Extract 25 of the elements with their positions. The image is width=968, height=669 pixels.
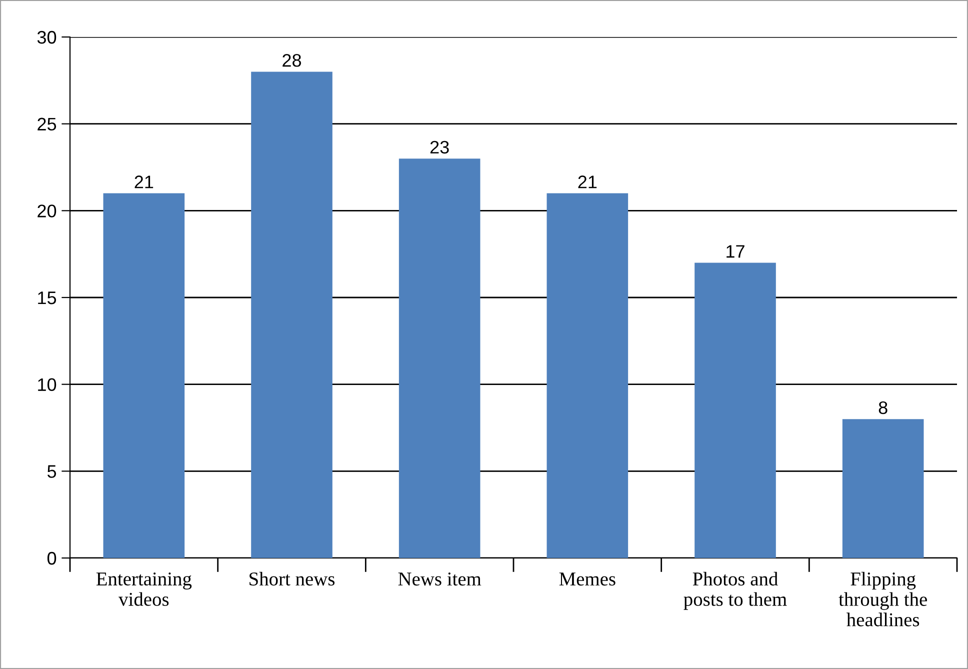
data-label: 23 <box>430 140 449 154</box>
x-tick-label: Entertaining videos <box>96 572 192 606</box>
y-tick-label: 10 <box>38 378 56 392</box>
x-tick-label: Flipping through the headlines <box>838 572 927 626</box>
bar <box>842 419 924 558</box>
x-tick-label: Short news <box>250 572 335 586</box>
bar <box>251 72 332 558</box>
bar <box>103 193 185 558</box>
x-tick-label: Memes <box>559 572 616 586</box>
bar <box>546 193 628 558</box>
bar <box>694 262 776 558</box>
y-tick-label: 20 <box>38 204 56 218</box>
y-tick-label: 15 <box>38 292 56 304</box>
data-label: 28 <box>282 54 302 67</box>
data-label: 17 <box>726 245 744 258</box>
x-tick-label: Photos and posts to them <box>684 572 787 610</box>
bar <box>398 158 480 558</box>
y-tick-label: 30 <box>37 30 56 44</box>
data-label: 21 <box>134 176 154 188</box>
y-tick-label: 25 <box>38 118 56 131</box>
x-tick-label: News item <box>398 572 482 586</box>
y-tick-label: 0 <box>47 552 56 565</box>
data-label: 8 <box>878 401 888 414</box>
data-label: 21 <box>578 176 597 188</box>
y-tick-label: 5 <box>47 465 56 478</box>
